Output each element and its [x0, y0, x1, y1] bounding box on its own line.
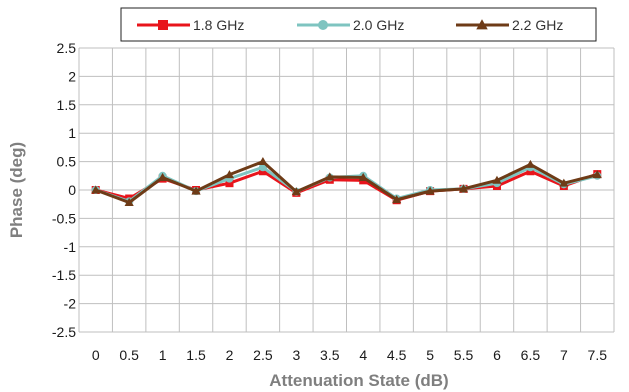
- x-tick-label: 2.5: [253, 347, 273, 363]
- data-point-triangle: [124, 197, 134, 206]
- legend-label: 2.2 GHz: [512, 17, 563, 33]
- y-tick-label: 1.5: [57, 97, 77, 113]
- legend-item: 1.8 GHz: [137, 17, 244, 33]
- y-tick-label: 2.5: [57, 40, 77, 56]
- x-tick-label: 0: [92, 347, 100, 363]
- legend: 1.8 GHz 2.0 GHz 2.2 GHz: [120, 7, 597, 42]
- y-tick-label: -1.5: [52, 267, 76, 283]
- data-point-triangle: [258, 157, 268, 166]
- data-point-triangle: [392, 195, 402, 204]
- data-point-triangle: [492, 175, 502, 184]
- grid: [78, 47, 615, 333]
- y-tick-label: -1: [64, 239, 77, 255]
- y-tick-label: -2.5: [52, 324, 76, 340]
- data-point-triangle: [157, 172, 168, 181]
- x-tick-label: 7.5: [588, 347, 608, 363]
- series: [91, 157, 602, 206]
- y-tick-label: 0: [68, 182, 76, 198]
- x-tick-label: 3.5: [320, 347, 340, 363]
- legend-item: 2.2 GHz: [456, 17, 563, 33]
- data-point-triangle: [525, 159, 536, 168]
- data-point-triangle: [425, 186, 435, 195]
- x-tick-label: 5: [426, 347, 434, 363]
- x-tick-labels: 0 0.5 1 1.5 2 2.5 3 3.5 4 4.5 5 5.5 6 6.5 7 7.5: [92, 347, 607, 363]
- data-point-triangle: [358, 172, 368, 181]
- y-tick-label: 0.5: [57, 154, 77, 170]
- y-axis-title: Phase (deg): [7, 142, 26, 238]
- legend-label: 2.0 GHz: [353, 17, 404, 33]
- data-point-triangle: [458, 184, 469, 193]
- x-tick-label: 1: [159, 347, 167, 363]
- x-tick-label: 6: [493, 347, 501, 363]
- legend-item: 2.0 GHz: [297, 17, 404, 33]
- data-point-triangle: [91, 185, 101, 194]
- y-tick-label: 2: [68, 68, 76, 84]
- x-axis-title: Attenuation State (dB): [269, 371, 448, 390]
- y-tick-label: -0.5: [52, 210, 76, 226]
- legend-box: [120, 7, 597, 42]
- legend-marker: [158, 20, 168, 30]
- x-tick-label: 4.5: [387, 347, 407, 363]
- data-point-triangle: [325, 172, 335, 181]
- data-point-square: [225, 179, 234, 188]
- data-point-triangle: [592, 170, 602, 179]
- x-tick-label: 3: [292, 347, 300, 363]
- series-line: [95, 160, 598, 204]
- y-tick-label: 1: [68, 125, 76, 141]
- data-point-triangle: [559, 178, 569, 187]
- x-tick-label: 1.5: [186, 347, 206, 363]
- x-tick-label: 5.5: [454, 347, 474, 363]
- x-tick-label: 0.5: [119, 347, 139, 363]
- x-tick-label: 2: [226, 347, 234, 363]
- x-tick-label: 6.5: [521, 347, 541, 363]
- data-point-triangle: [224, 170, 235, 179]
- series-2-2-ghz: [91, 157, 602, 206]
- x-tick-label: 7: [560, 347, 568, 363]
- legend-marker: [318, 20, 328, 30]
- data-point-triangle: [291, 187, 301, 196]
- data-point-triangle: [191, 186, 201, 195]
- y-tick-labels: -2.5 -2 -1.5 -1 -0.5 0 0.5 1 1.5 2 2.5: [52, 40, 76, 340]
- legend-marker: [476, 19, 488, 30]
- legend-label: 1.8 GHz: [193, 17, 244, 33]
- y-tick-label: -2: [64, 296, 77, 312]
- x-tick-label: 4: [359, 347, 367, 363]
